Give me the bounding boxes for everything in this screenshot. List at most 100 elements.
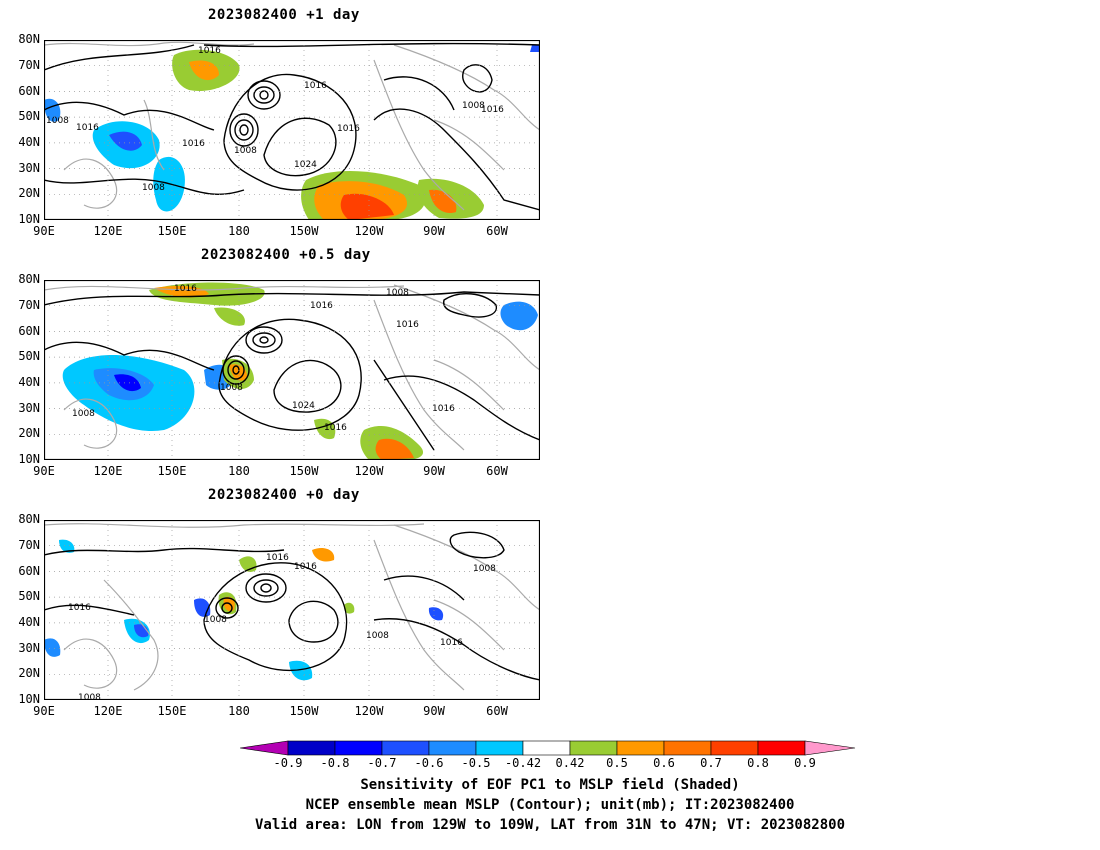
lat-label: 40N (18, 375, 40, 389)
mslp-contours (44, 42, 540, 211)
contour-label: 1016 (432, 404, 455, 414)
contour-label: 1008 (386, 288, 409, 298)
lat-label: 20N (18, 426, 40, 440)
contour-labels: 1016 1016 1008 1016 1008 1008 1016 1008 (68, 553, 496, 700)
colorbar-swatch (569, 740, 618, 756)
lon-label: 60W (486, 224, 508, 238)
lon-label: 150E (157, 224, 187, 238)
contour-labels: 1016 1016 1008 1016 1008 1024 1016 1016 … (72, 284, 455, 433)
map-panel-3: 1016 1016 1008 1016 1008 1008 1016 1008 (44, 520, 540, 700)
caption-line-3: Valid area: LON from 129W to 109W, LAT f… (254, 817, 845, 833)
contour-label: 1008 (462, 101, 485, 111)
lat-label: 50N (18, 589, 40, 603)
mslp-contours (44, 291, 540, 451)
lon-label: 150W (289, 704, 319, 718)
contour-label: 1016 (198, 46, 221, 56)
colorbar-tick: 0.42 (555, 756, 585, 770)
colorbar-tick: 0.9 (794, 756, 816, 770)
grid-lines (44, 40, 540, 220)
lon-label: 90E (33, 224, 55, 238)
caption-line-2: NCEP ensemble mean MSLP (Contour); unit(… (305, 797, 795, 813)
lon-label: 120E (93, 704, 123, 718)
coastlines (44, 523, 540, 691)
colorbar-tick: 0.5 (606, 756, 628, 770)
lon-label: 150E (157, 704, 187, 718)
grid-lines (44, 280, 540, 460)
contour-label: 1008 (366, 631, 389, 641)
colorbar-swatch (381, 740, 430, 756)
map-panel-1: 1016 1016 1008 1016 1016 1008 1024 1016 … (44, 40, 540, 220)
lon-label: 180 (228, 704, 250, 718)
contour-label: 1016 (440, 638, 463, 648)
contour-label: 1008 (204, 615, 227, 625)
lon-label: 60W (486, 704, 508, 718)
contour-label: 1016 (304, 81, 327, 91)
grid-lines (44, 520, 540, 700)
lat-label: 30N (18, 401, 40, 415)
contour-label: 1016 (481, 105, 504, 115)
contour-label: 1016 (396, 320, 419, 330)
contour-label: 1016 (324, 423, 347, 433)
contour-labels: 1016 1016 1008 1016 1016 1008 1024 1016 … (46, 46, 504, 193)
lat-label: 60N (18, 564, 40, 578)
colorbar (240, 740, 856, 756)
contour-label: 1008 (46, 116, 69, 126)
lat-label: 20N (18, 186, 40, 200)
contour-label: 1016 (174, 284, 197, 294)
lon-label: 90W (423, 464, 445, 478)
lon-label: 90E (33, 464, 55, 478)
contour-label: 1016 (310, 301, 333, 311)
contour-label: 1008 (234, 146, 257, 156)
colorbar-swatch (287, 740, 336, 756)
lon-label: 120W (354, 464, 384, 478)
lon-label: 90W (423, 224, 445, 238)
map-panel-2: 1016 1016 1008 1016 1008 1024 1016 1016 … (44, 280, 540, 460)
lat-label: 30N (18, 161, 40, 175)
contour-label: 1016 (266, 553, 289, 563)
lat-label: 80N (18, 272, 40, 286)
colorbar-tick: -0.8 (320, 756, 350, 770)
lat-label: 10N (18, 452, 40, 466)
colorbar-swatch (804, 740, 856, 756)
colorbar-tick: -0.42 (504, 756, 542, 770)
lon-label: 120E (93, 464, 123, 478)
colorbar-swatch (710, 740, 759, 756)
contour-label: 1016 (68, 603, 91, 613)
contour-label: 1016 (337, 124, 360, 134)
colorbar-tick: 0.6 (653, 756, 675, 770)
contour-label: 1016 (182, 139, 205, 149)
lat-label: 70N (18, 538, 40, 552)
lon-label: 60W (486, 464, 508, 478)
lon-label: 120W (354, 224, 384, 238)
lat-label: 40N (18, 135, 40, 149)
lat-label: 30N (18, 641, 40, 655)
colorbar-swatch (616, 740, 665, 756)
contour-label: 1008 (72, 409, 95, 419)
lon-label: 150E (157, 464, 187, 478)
colorbar-tick: -0.9 (273, 756, 303, 770)
map-frame (44, 520, 540, 700)
lat-label: 10N (18, 692, 40, 706)
lon-label: 120W (354, 704, 384, 718)
map-frame (44, 280, 540, 460)
contour-label: 1024 (294, 160, 317, 170)
lat-label: 40N (18, 615, 40, 629)
colorbar-swatch (240, 740, 289, 756)
lat-label: 10N (18, 212, 40, 226)
colorbar-tick: 0.7 (700, 756, 722, 770)
colorbar-swatch (522, 740, 571, 756)
colorbar-swatch (475, 740, 524, 756)
lon-label: 180 (228, 464, 250, 478)
panel-title-1: 2023082400 +1 day (208, 7, 360, 23)
contour-label: 1024 (292, 401, 315, 411)
lon-label: 90E (33, 704, 55, 718)
contour-label: 1016 (294, 562, 317, 572)
lat-label: 50N (18, 109, 40, 123)
colorbar-tick: 0.8 (747, 756, 769, 770)
lon-label: 150W (289, 464, 319, 478)
contour-label: 1008 (78, 693, 101, 700)
contour-label: 1008 (142, 183, 165, 193)
lon-label: 90W (423, 704, 445, 718)
sensitivity-shading (44, 539, 444, 681)
lat-label: 60N (18, 84, 40, 98)
